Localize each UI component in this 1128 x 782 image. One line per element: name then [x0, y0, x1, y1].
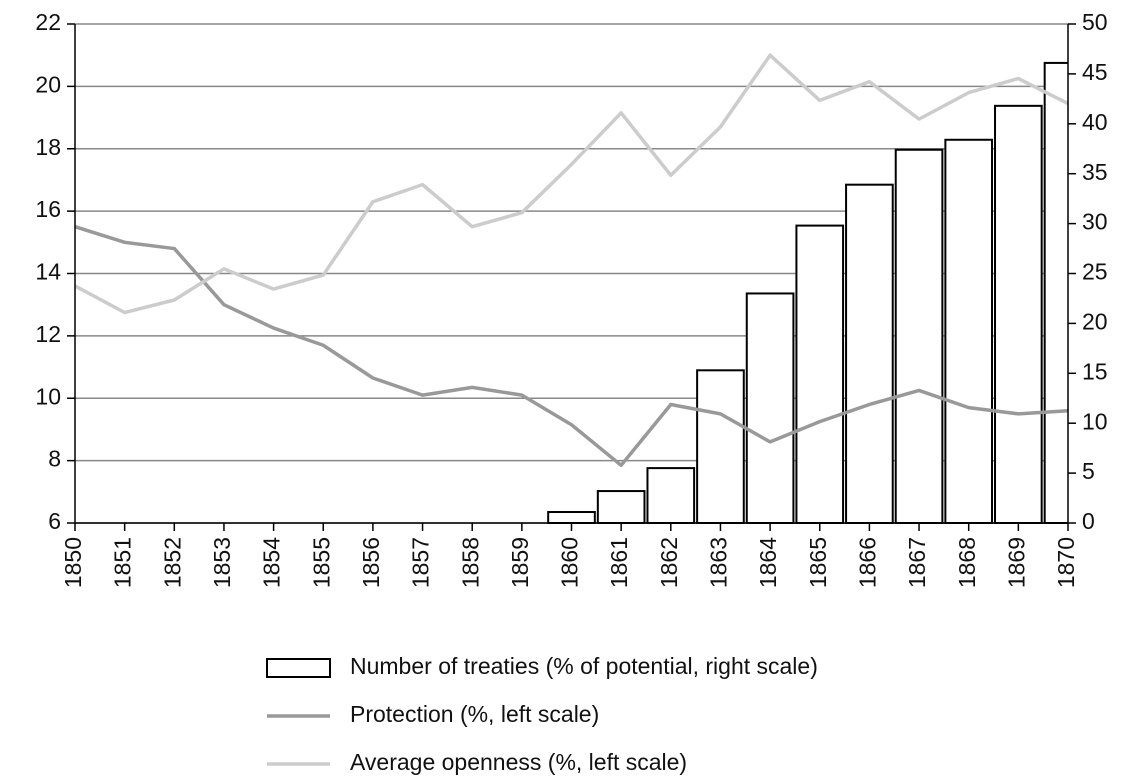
y-tick-label: 10: [35, 383, 61, 409]
bar: [994, 104, 1043, 524]
y-tick-label: 16: [35, 196, 61, 222]
x-tick-label: 1860: [557, 537, 583, 588]
bar: [596, 490, 646, 524]
x-tick-label: 1868: [954, 537, 980, 588]
y2-tick-label: 5: [1082, 458, 1095, 484]
line: [74, 225, 1069, 468]
y-tick-label: 6: [48, 508, 61, 534]
line: [74, 53, 1069, 315]
x-tick-label: 1865: [805, 537, 831, 588]
bar: [845, 183, 894, 524]
y2-tick-label: 0: [1082, 508, 1095, 534]
bar: [944, 138, 994, 524]
x-tick-label: 1851: [110, 537, 136, 588]
legend-label: Number of treaties (% of potential, righ…: [350, 653, 818, 679]
y-tick-label: 12: [35, 321, 61, 347]
bar: [894, 148, 944, 524]
x-tick-label: 1867: [904, 537, 930, 588]
x-tick-label: 1856: [358, 537, 384, 588]
x-tick-label: 1866: [854, 537, 880, 588]
x-tick-label: 1869: [1003, 537, 1029, 588]
x-tick-label: 1861: [606, 537, 632, 588]
plot-area: [547, 61, 1068, 524]
legend-label: Average openness (%, left scale): [350, 749, 687, 775]
x-tick-label: 1863: [706, 537, 732, 588]
x-tick-label: 1852: [159, 537, 185, 588]
bar: [696, 369, 745, 524]
x-tick-label: 1864: [755, 537, 781, 588]
y2-tick-label: 25: [1082, 259, 1108, 285]
y2-tick-label: 15: [1082, 358, 1108, 384]
y2-tick-label: 45: [1082, 59, 1108, 85]
y2-tick-label: 35: [1082, 159, 1108, 185]
bar: [1043, 61, 1068, 524]
legend-label: Protection (%, left scale): [350, 701, 599, 727]
x-tick-label: 1854: [259, 537, 285, 588]
y-tick-label: 22: [35, 9, 61, 35]
bar: [745, 292, 795, 524]
bar: [646, 467, 696, 524]
x-tick-label: 1859: [507, 537, 533, 588]
x-tick-label: 1857: [408, 537, 434, 588]
x-tick-label: 1870: [1053, 537, 1079, 588]
bar: [795, 224, 845, 524]
y2-tick-label: 50: [1082, 9, 1108, 35]
x-tick-label: 1853: [209, 537, 235, 588]
bar: [547, 511, 596, 524]
y-tick-label: 8: [48, 446, 61, 472]
y2-tick-label: 30: [1082, 209, 1108, 235]
x-tick-label: 1862: [656, 537, 682, 588]
x-tick-label: 1855: [308, 537, 334, 588]
y2-tick-label: 40: [1082, 109, 1108, 135]
y-tick-label: 20: [35, 71, 61, 97]
x-tick-label: 1850: [60, 537, 86, 588]
x-tick-label: 1858: [457, 537, 483, 588]
y2-tick-label: 10: [1082, 408, 1108, 434]
y2-tick-label: 20: [1082, 308, 1108, 334]
y-tick-label: 14: [35, 259, 61, 285]
y-tick-label: 18: [35, 134, 61, 160]
legend-swatch: [266, 658, 331, 678]
